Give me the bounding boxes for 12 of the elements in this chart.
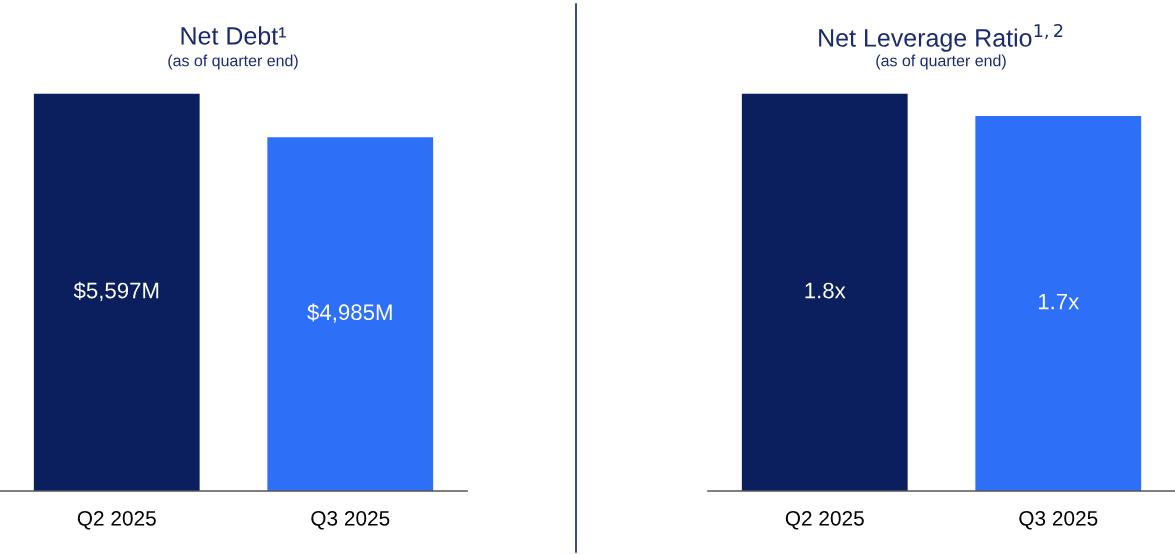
x-tick-label: Q3 2025: [311, 510, 390, 530]
chart-title: Net Debt¹: [181, 26, 286, 45]
x-tick-label: Q2 2025: [77, 510, 156, 530]
chart-title: Net Leverage Ratio$^{1,2}$: [819, 24, 1063, 52]
data-label: 1.7x: [1038, 293, 1080, 310]
chart-subtitle: (as of quarter end): [876, 54, 1006, 70]
data-label: $5,597M: [73, 281, 159, 302]
chart-subtitle: (as of quarter end): [168, 54, 298, 70]
x-tick-label: Q3 2025: [1019, 510, 1098, 530]
x-tick-label: Q2 2025: [785, 510, 864, 530]
data-label: $4,985M: [307, 303, 392, 323]
data-label: 1.8x: [805, 282, 846, 299]
